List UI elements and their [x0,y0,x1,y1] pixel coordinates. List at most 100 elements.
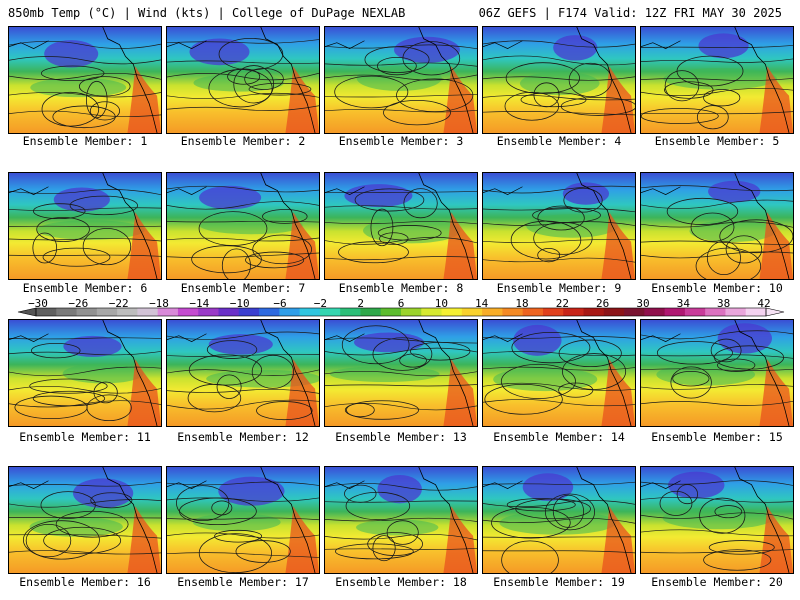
member-label: Ensemble Member: 7 [180,281,306,295]
colorbar-segment [705,308,726,316]
colorbar-segment [117,308,138,316]
colorbar-tick-label: −22 [108,297,129,310]
colorbar-segment [198,308,219,316]
ensemble-map-member-7[interactable] [166,172,320,280]
colorbar-outline [35,307,767,317]
temperature-map [9,173,161,279]
ensemble-map-member-11[interactable] [8,319,162,427]
colorbar-segment [603,308,625,316]
member-label: Ensemble Member: 14 [493,430,625,444]
colorbar-tick-label: −18 [149,297,169,310]
member-label: Ensemble Member: 10 [651,281,783,295]
colorbar-segment [644,308,666,316]
colorbar-segment [36,308,57,316]
ensemble-map-member-18[interactable] [324,466,478,574]
temperature-map [325,320,477,426]
temperature-map [641,173,793,279]
colorbar-tick-label: 38 [717,297,731,310]
member-label: Ensemble Member: 13 [335,430,467,444]
colorbar-segment [157,308,179,316]
ensemble-map-member-3[interactable] [324,26,478,134]
colorbar-segment [664,308,686,316]
temperature-map [167,320,319,426]
temperature-map [483,27,635,133]
model-run-info: 06Z GEFS | F174 Valid: 12Z FRI MAY 30 20… [478,6,782,20]
colorbar-tick-label: 42 [757,297,771,310]
temperature-map [167,467,319,573]
ensemble-map-member-14[interactable] [482,319,636,427]
temperature-map [325,173,477,279]
colorbar-segment [482,308,503,316]
colorbar-tick-label: −2 [313,297,327,310]
colorbar-tick-label: 26 [596,297,610,310]
colorbar-tick-label: −14 [189,297,210,310]
ensemble-map-member-17[interactable] [166,466,320,574]
colorbar-segment [279,308,301,316]
colorbar-tick-label: 30 [636,297,650,310]
colorbar-tick-label: −6 [273,297,287,310]
member-label: Ensemble Member: 3 [338,134,464,148]
member-label: Ensemble Member: 16 [19,575,151,589]
colorbar-segment [401,308,422,316]
ensemble-map-member-8[interactable] [324,172,478,280]
temperature-map [9,27,161,133]
ensemble-map-member-4[interactable] [482,26,636,134]
temperature-map [325,27,477,133]
ensemble-map-member-9[interactable] [482,172,636,280]
member-label: Ensemble Member: 18 [335,575,467,589]
member-label: Ensemble Member: 11 [19,430,151,444]
colorbar-segment [522,308,544,316]
colorbar-tick-label: 34 [676,297,690,310]
colorbar-segment [684,308,706,316]
colorbar-tick-label: 10 [434,297,448,310]
colorbar-segment [238,308,260,316]
member-label: Ensemble Member: 12 [177,430,309,444]
temperature-map [9,467,161,573]
colorbar-segment [259,308,280,316]
colorbar-segment [76,308,98,316]
colorbar-segment [56,308,78,316]
colorbar-segment [725,308,747,316]
colorbar-tick-label: 18 [515,297,529,310]
colorbar-segment [421,308,443,316]
colorbar-segment [583,308,605,316]
ensemble-map-member-6[interactable] [8,172,162,280]
temperature-map [325,467,477,573]
chart-title: 850mb Temp (°C) | Wind (kts) | College o… [8,6,406,20]
member-label: Ensemble Member: 5 [654,134,780,148]
colorbar-tick-label: −10 [229,297,250,310]
colorbar-segment [563,308,584,316]
ensemble-map-member-1[interactable] [8,26,162,134]
temperature-map [167,27,319,133]
member-label: Ensemble Member: 17 [177,575,309,589]
colorbar-segment [745,308,767,316]
colorbar-segment [461,308,483,316]
member-label: Ensemble Member: 4 [496,134,622,148]
colorbar-tick-label: −26 [68,297,89,310]
ensemble-map-member-19[interactable] [482,466,636,574]
ensemble-map-member-5[interactable] [640,26,794,134]
temperature-map [483,467,635,573]
colorbar-segment [360,308,382,316]
colorbar-tick-label: −30 [28,297,48,310]
colorbar-tick-label: 22 [555,297,569,310]
temperature-colorbar [17,307,785,317]
ensemble-map-member-13[interactable] [324,319,478,427]
colorbar-tick-label: 2 [357,297,364,310]
ensemble-map-member-20[interactable] [640,466,794,574]
temperature-map [641,467,793,573]
colorbar-segment [218,308,240,316]
colorbar-segment [177,308,199,316]
colorbar-segment [299,308,321,316]
ensemble-map-member-16[interactable] [8,466,162,574]
colorbar-segment [319,308,341,316]
colorbar-segment [137,308,159,316]
ensemble-map-member-10[interactable] [640,172,794,280]
ensemble-map-member-15[interactable] [640,319,794,427]
member-label: Ensemble Member: 19 [493,575,625,589]
temperature-map [483,320,635,426]
ensemble-map-member-12[interactable] [166,319,320,427]
temperature-map [483,173,635,279]
ensemble-map-member-2[interactable] [166,26,320,134]
colorbar-segment [542,308,564,316]
